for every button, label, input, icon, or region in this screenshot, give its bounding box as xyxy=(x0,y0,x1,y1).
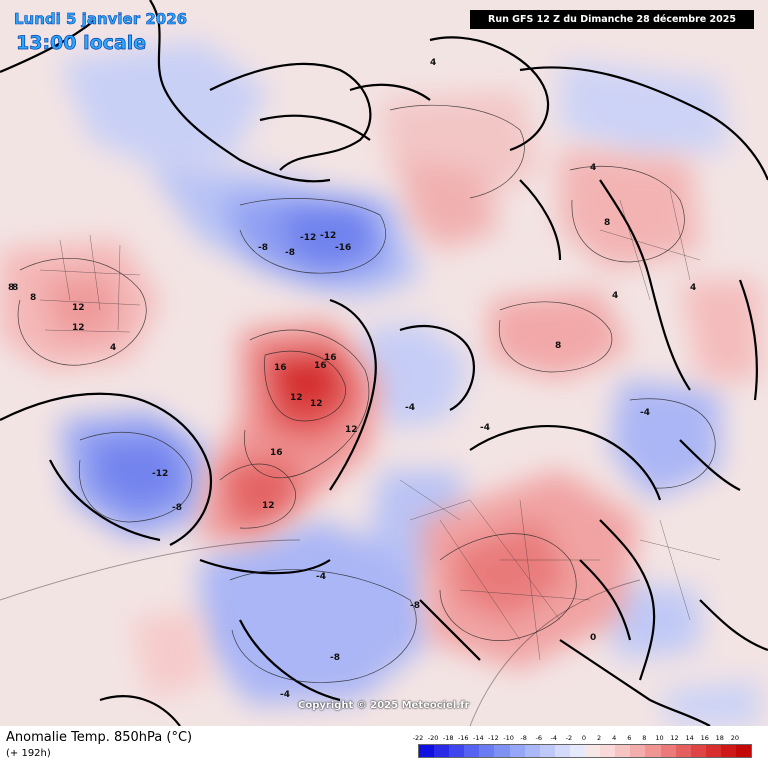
scale-swatch xyxy=(705,745,721,757)
copyright-notice: Copyright © 2025 Meteociel.fr xyxy=(298,700,470,711)
scale-swatch xyxy=(449,745,465,757)
forecast-time: 13:00 locale xyxy=(16,32,147,55)
anomaly-value-label: -4 xyxy=(316,572,326,582)
anomaly-value-label: -4 xyxy=(405,403,415,413)
scale-swatch xyxy=(464,745,480,757)
scale-swatch xyxy=(419,745,435,757)
anomaly-value-label: -4 xyxy=(640,408,650,418)
anomaly-value-label: 16 xyxy=(314,361,327,371)
legend-footer: Anomalie Temp. 850hPa (°C) (+ 192h) -22-… xyxy=(0,726,768,768)
scale-swatch xyxy=(735,745,752,757)
anomaly-value-label: -12 xyxy=(300,233,316,243)
anomaly-value-label: -8 xyxy=(172,503,182,513)
grid-lines xyxy=(0,539,641,726)
warm-anomaly-zones xyxy=(0,90,760,700)
scale-tick-label: 4 xyxy=(612,734,617,742)
scale-swatch xyxy=(539,745,555,757)
scale-tick-label: 0 xyxy=(581,734,587,742)
forecast-date: Lundi 5 janvier 2026 xyxy=(14,10,188,29)
anomaly-value-label: -4 xyxy=(280,690,290,700)
anomaly-value-label: -16 xyxy=(335,243,351,253)
scale-tick-label: -14 xyxy=(473,734,484,742)
anomaly-value-label: 12 xyxy=(72,303,85,313)
scale-tick-label: 8 xyxy=(642,734,647,742)
anomaly-contours xyxy=(17,104,716,683)
anomaly-value-label: 8 xyxy=(12,283,18,293)
color-scale-labels: -22 -20 -18 -16 -14 -12 -10 -8 -6 -4 -2 0 2 4 6 8 10 12 14… xyxy=(413,734,746,744)
scale-tick-label: 20 xyxy=(730,734,740,742)
anomaly-value-label: 12 xyxy=(290,393,303,403)
scale-tick-label: -4 xyxy=(550,734,558,742)
scale-tick-label: -16 xyxy=(457,734,469,742)
anomaly-value-label: -8 xyxy=(410,601,420,611)
run-info-banner: Run GFS 12 Z du Dimanche 28 décembre 202… xyxy=(470,10,754,29)
scale-swatch xyxy=(720,745,736,757)
scale-swatch xyxy=(585,745,601,757)
scale-swatch xyxy=(690,745,706,757)
scale-swatch xyxy=(524,745,540,757)
coastlines xyxy=(0,0,768,726)
scale-swatch xyxy=(600,745,616,757)
scale-tick-label: -12 xyxy=(488,734,499,742)
anomaly-value-label: 16 xyxy=(274,363,287,373)
anomaly-value-label: 4 xyxy=(110,343,116,353)
anomaly-value-label: 12 xyxy=(262,501,275,511)
scale-swatch xyxy=(479,745,495,757)
scale-tick-label: -20 xyxy=(427,734,439,742)
scale-tick-label: 16 xyxy=(700,734,709,742)
anomaly-value-label: 8 xyxy=(30,293,36,303)
scale-swatch xyxy=(554,745,570,757)
map-title: Anomalie Temp. 850hPa (°C) xyxy=(6,730,193,745)
anomaly-value-label: -4 xyxy=(480,423,490,433)
scale-tick-label: 14 xyxy=(685,734,694,742)
scale-swatch xyxy=(569,745,586,757)
borders xyxy=(39,189,721,661)
scale-swatch xyxy=(615,745,631,757)
anomaly-value-label: 4 xyxy=(690,283,696,293)
scale-swatch xyxy=(434,745,450,757)
scale-swatch xyxy=(645,745,661,757)
scale-swatch xyxy=(494,745,510,757)
forecast-lead-time: (+ 192h) xyxy=(6,748,51,759)
scale-tick-label: -6 xyxy=(535,734,542,742)
scale-tick-label: -2 xyxy=(565,734,573,742)
anomaly-value-label: 4 xyxy=(590,163,596,173)
anomaly-value-label: -8 xyxy=(258,243,268,253)
scale-tick-label: -18 xyxy=(442,734,454,742)
anomaly-value-label: 8 xyxy=(555,341,561,351)
anomaly-value-label: 16 xyxy=(270,448,283,458)
anomaly-map: 8 12 12 8 4 -12 -8 -16 -12 -8 16 16 16 12 12 16 12 12 -12-… xyxy=(0,0,768,726)
scale-tick-label: -22 xyxy=(412,734,424,742)
scale-swatch xyxy=(630,745,646,757)
anomaly-value-label: 12 xyxy=(345,425,358,435)
scale-tick-label: 2 xyxy=(597,734,602,742)
scale-swatch xyxy=(675,745,691,757)
color-scale-bar xyxy=(418,744,752,758)
anomaly-value-label: 8 xyxy=(604,218,610,228)
scale-tick-label: -10 xyxy=(503,734,514,742)
anomaly-value-label: 4 xyxy=(612,291,618,301)
anomaly-value-label: -12 xyxy=(152,469,168,479)
anomaly-value-label: 16 xyxy=(324,353,337,363)
anomaly-value-label: 4 xyxy=(430,58,436,68)
anomaly-value-label: -8 xyxy=(285,248,295,258)
anomaly-value-label: -12 xyxy=(320,231,336,241)
scale-swatch xyxy=(660,745,676,757)
anomaly-value-label: 8 xyxy=(8,283,14,293)
scale-tick-label: 6 xyxy=(627,734,632,742)
scale-tick-label: 12 xyxy=(670,734,679,742)
anomaly-value-label: 12 xyxy=(310,399,323,409)
scale-tick-label: 18 xyxy=(715,734,724,742)
scale-tick-label: 10 xyxy=(655,734,664,742)
scale-tick-label: -8 xyxy=(520,734,527,742)
cold-anomaly-zones xyxy=(60,40,760,726)
anomaly-value-label: 0 xyxy=(590,633,596,643)
anomaly-value-label: 12 xyxy=(72,323,85,333)
anomaly-value-label: -8 xyxy=(330,653,340,663)
scale-swatch xyxy=(509,745,525,757)
